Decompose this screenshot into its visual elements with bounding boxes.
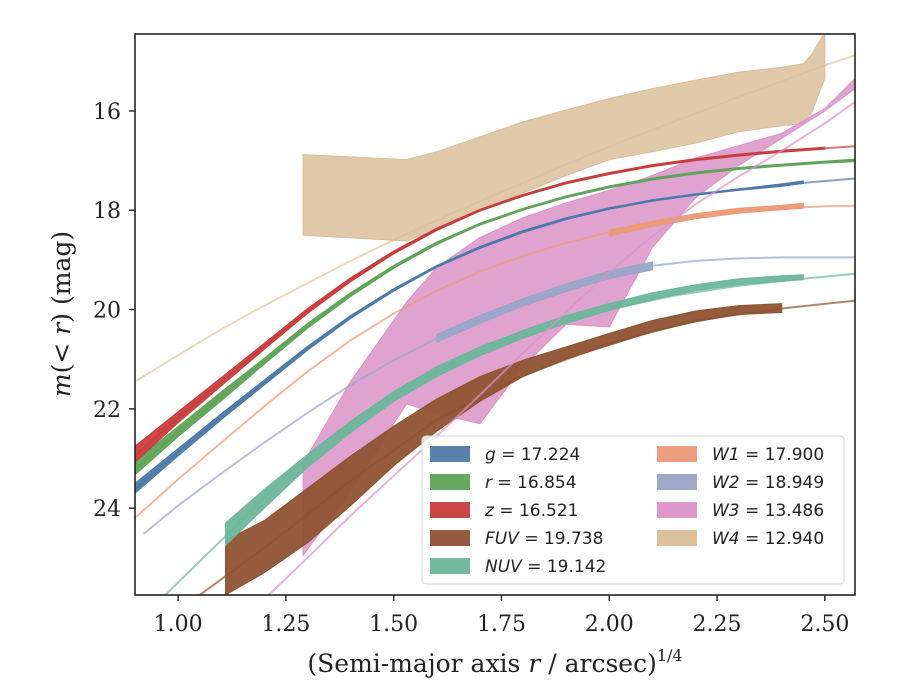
band-fuv [225, 303, 783, 595]
legend-swatch-w1 [657, 446, 697, 462]
y-axis-ticks: 16 18 20 22 24 [93, 100, 135, 522]
y-axis-label-close: ) [47, 313, 76, 323]
y-tick-label: 18 [93, 199, 121, 224]
legend-swatch-w4 [657, 530, 697, 546]
model-curves [135, 54, 855, 595]
x-tick-label: 1.50 [369, 612, 418, 637]
model-curve-w3 [268, 101, 855, 595]
legend-label-w1: W1 = 17.900 [712, 445, 824, 465]
band-g [135, 180, 804, 494]
y-axis-label-r: r [47, 321, 76, 335]
model-curve-nuv [164, 272, 855, 595]
x-tick-label: 1.25 [261, 612, 310, 637]
x-axis-label-prefix: (Semi-major axis [307, 649, 528, 678]
legend-label-w4: W4 = 12.940 [712, 529, 824, 549]
y-tick-label: 20 [93, 299, 121, 324]
x-tick-label: 2.00 [585, 612, 634, 637]
x-axis-label-middle: / arcsec) [540, 649, 657, 678]
model-curve-w1 [135, 204, 855, 519]
legend: g = 17.224 r = 16.854 z = 16.521 FUV = 19.7… [421, 435, 845, 585]
x-axis-label: (Semi-major axis r / arcsec)1/4 [307, 646, 682, 678]
model-curve-w2 [142, 256, 855, 535]
x-tick-label: 2.25 [693, 612, 742, 637]
model-curve-r [135, 159, 855, 471]
legend-swatch-nuv [430, 558, 470, 574]
x-tick-label: 1.00 [154, 612, 203, 637]
x-tick-label: 2.50 [800, 612, 849, 637]
legend-label-r: r = 16.854 [485, 473, 577, 493]
y-tick-label: 16 [93, 100, 121, 125]
y-axis-label-open: ( [47, 364, 76, 374]
x-axis-ticks: 1.00 1.25 1.50 1.75 2.00 2.25 2.50 [154, 595, 849, 637]
band-w1 [608, 202, 804, 237]
y-axis-label-unit: (mag) [47, 231, 76, 313]
band-w4 [302, 34, 826, 242]
legend-swatch-z [430, 502, 470, 518]
model-curve-g [135, 177, 855, 491]
band-r [135, 158, 855, 476]
legend-label-nuv: NUV = 19.142 [485, 557, 606, 577]
y-tick-label: 22 [93, 398, 121, 423]
legend-swatch-w2 [657, 474, 697, 490]
model-curve-fuv [199, 299, 855, 595]
legend-label-w3: W3 = 13.486 [712, 501, 824, 521]
legend-swatch-g [430, 446, 470, 462]
x-axis-label-exponent: 1/4 [657, 646, 683, 665]
y-axis-label-lt: < [47, 335, 76, 364]
x-tick-label: 1.75 [477, 612, 526, 637]
legend-label-w2: W2 = 18.949 [712, 473, 824, 493]
plot-frame [134, 33, 856, 596]
model-curve-w4 [135, 54, 855, 383]
legend-label-z: z = 16.521 [484, 501, 578, 521]
y-tick-label: 24 [93, 497, 121, 522]
legend-swatch-fuv [430, 530, 470, 546]
model-curve-z [135, 145, 855, 457]
y-axis-label-m: m [47, 373, 76, 397]
legend-swatch-w3 [657, 502, 697, 518]
legend-swatch-r [430, 474, 470, 490]
legend-label-g: g = 17.224 [485, 445, 580, 465]
legend-box [421, 435, 845, 585]
x-axis-label-var: r [528, 649, 542, 678]
legend-label-fuv: FUV = 19.738 [485, 529, 603, 549]
y-axis-label: m(< r) (mag) [47, 231, 76, 397]
